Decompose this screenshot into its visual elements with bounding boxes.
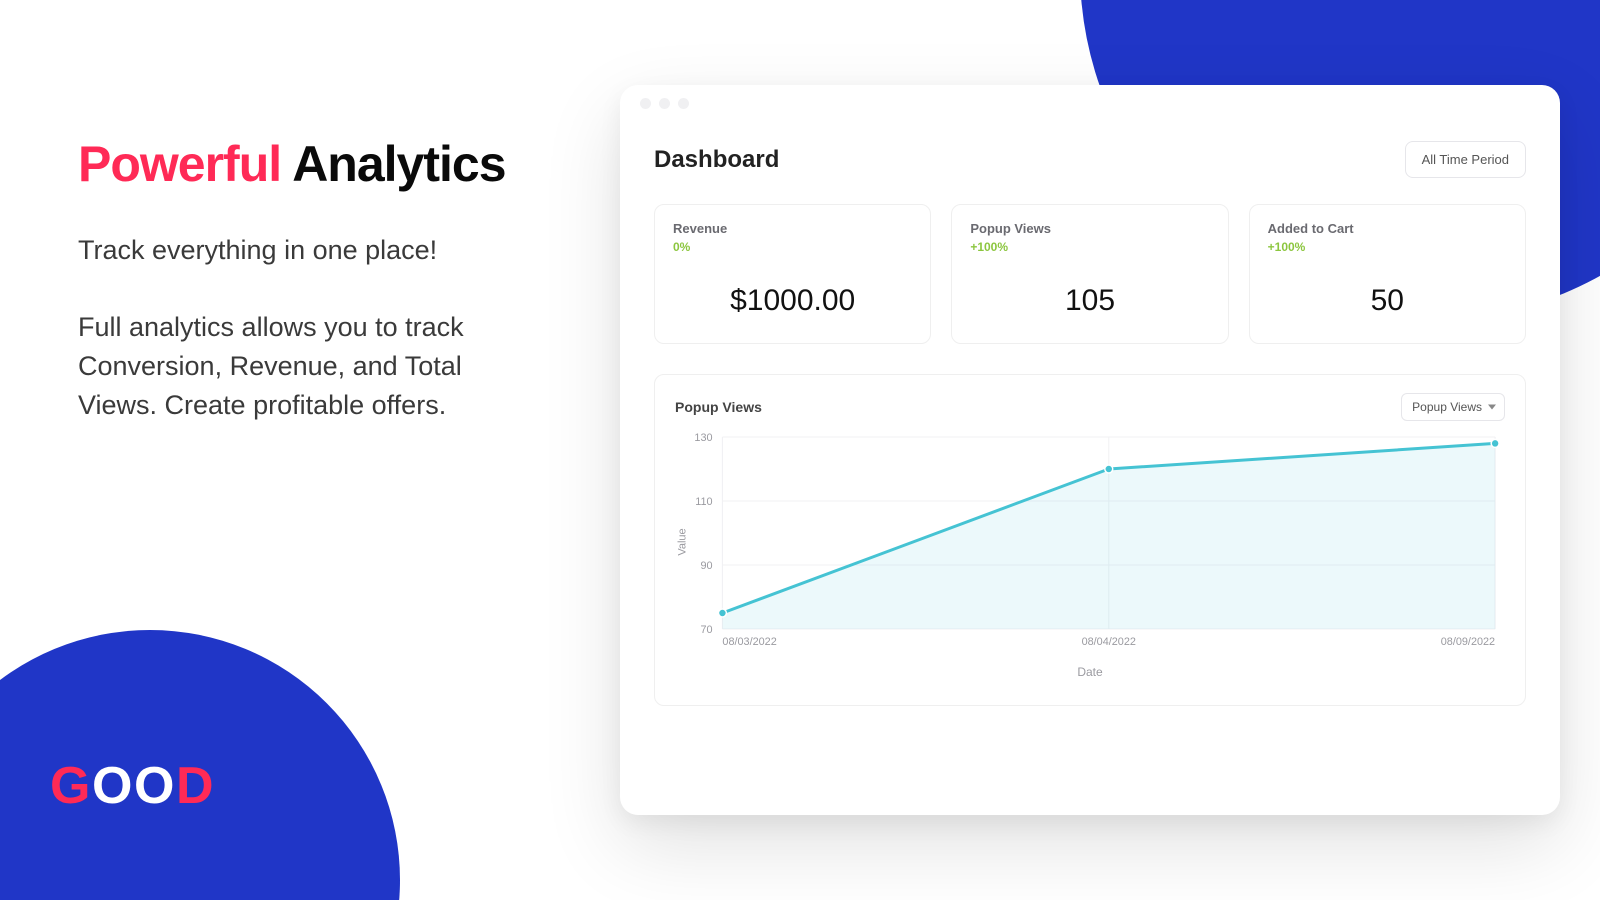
stat-label: Added to Cart [1268,221,1507,236]
time-period-button[interactable]: All Time Period [1405,141,1526,178]
headline-accent: Powerful [78,136,281,192]
svg-text:O: O [92,759,132,815]
marketing-copy: Powerful Analytics Track everything in o… [78,135,548,426]
browser-window: Dashboard All Time Period Revenue 0% $10… [620,85,1560,815]
stat-delta: +100% [970,240,1209,254]
chart-metric-select[interactable]: Popup Views [1401,393,1505,421]
dashboard: Dashboard All Time Period Revenue 0% $10… [620,121,1560,726]
page: Powerful Analytics Track everything in o… [0,0,1600,900]
logo-svg: G O O D [50,759,220,815]
chart-area: Value 70 90 110 130 08/03/2022 08/04/2022 08/0… [675,427,1505,657]
stat-delta: 0% [673,240,912,254]
subhead-2: Full analytics allows you to track Conve… [78,308,548,425]
headline-rest: Analytics [292,136,505,192]
svg-text:110: 110 [695,496,712,508]
stat-card-popup-views: Popup Views +100% 105 [951,204,1228,344]
svg-text:70: 70 [700,624,712,636]
window-dot [678,98,689,109]
logo: G O O D [50,759,220,820]
dashboard-header: Dashboard All Time Period [654,141,1526,178]
subhead-1: Track everything in one place! [78,233,548,268]
chart-x-axis-label: Date [675,665,1505,679]
stat-card-added-to-cart: Added to Cart +100% 50 [1249,204,1526,344]
stat-card-revenue: Revenue 0% $1000.00 [654,204,931,344]
svg-text:G: G [50,759,90,815]
svg-text:D: D [176,759,214,815]
stat-delta: +100% [1268,240,1507,254]
svg-text:08/03/2022: 08/03/2022 [722,636,776,648]
svg-text:90: 90 [700,560,712,572]
stat-cards: Revenue 0% $1000.00 Popup Views +100% 10… [654,204,1526,344]
stat-label: Popup Views [970,221,1209,236]
chart-header: Popup Views Popup Views [675,393,1505,421]
chart-svg: 70 90 110 130 08/03/2022 08/04/2022 08/09/2022 [675,427,1505,657]
chart-y-axis-label: Value [677,528,689,555]
window-dot [659,98,670,109]
stat-value: 50 [1268,284,1507,318]
browser-chrome [620,85,1560,121]
chart-title: Popup Views [675,399,762,415]
svg-text:O: O [134,759,174,815]
window-dot [640,98,651,109]
svg-text:130: 130 [694,432,712,444]
headline: Powerful Analytics [78,135,548,193]
stat-value: $1000.00 [673,284,912,318]
stat-value: 105 [970,284,1209,318]
chart-card: Popup Views Popup Views Value 70 90 110 130… [654,374,1526,706]
svg-text:08/09/2022: 08/09/2022 [1441,636,1495,648]
stat-label: Revenue [673,221,912,236]
dashboard-title: Dashboard [654,146,779,174]
svg-text:08/04/2022: 08/04/2022 [1082,636,1136,648]
